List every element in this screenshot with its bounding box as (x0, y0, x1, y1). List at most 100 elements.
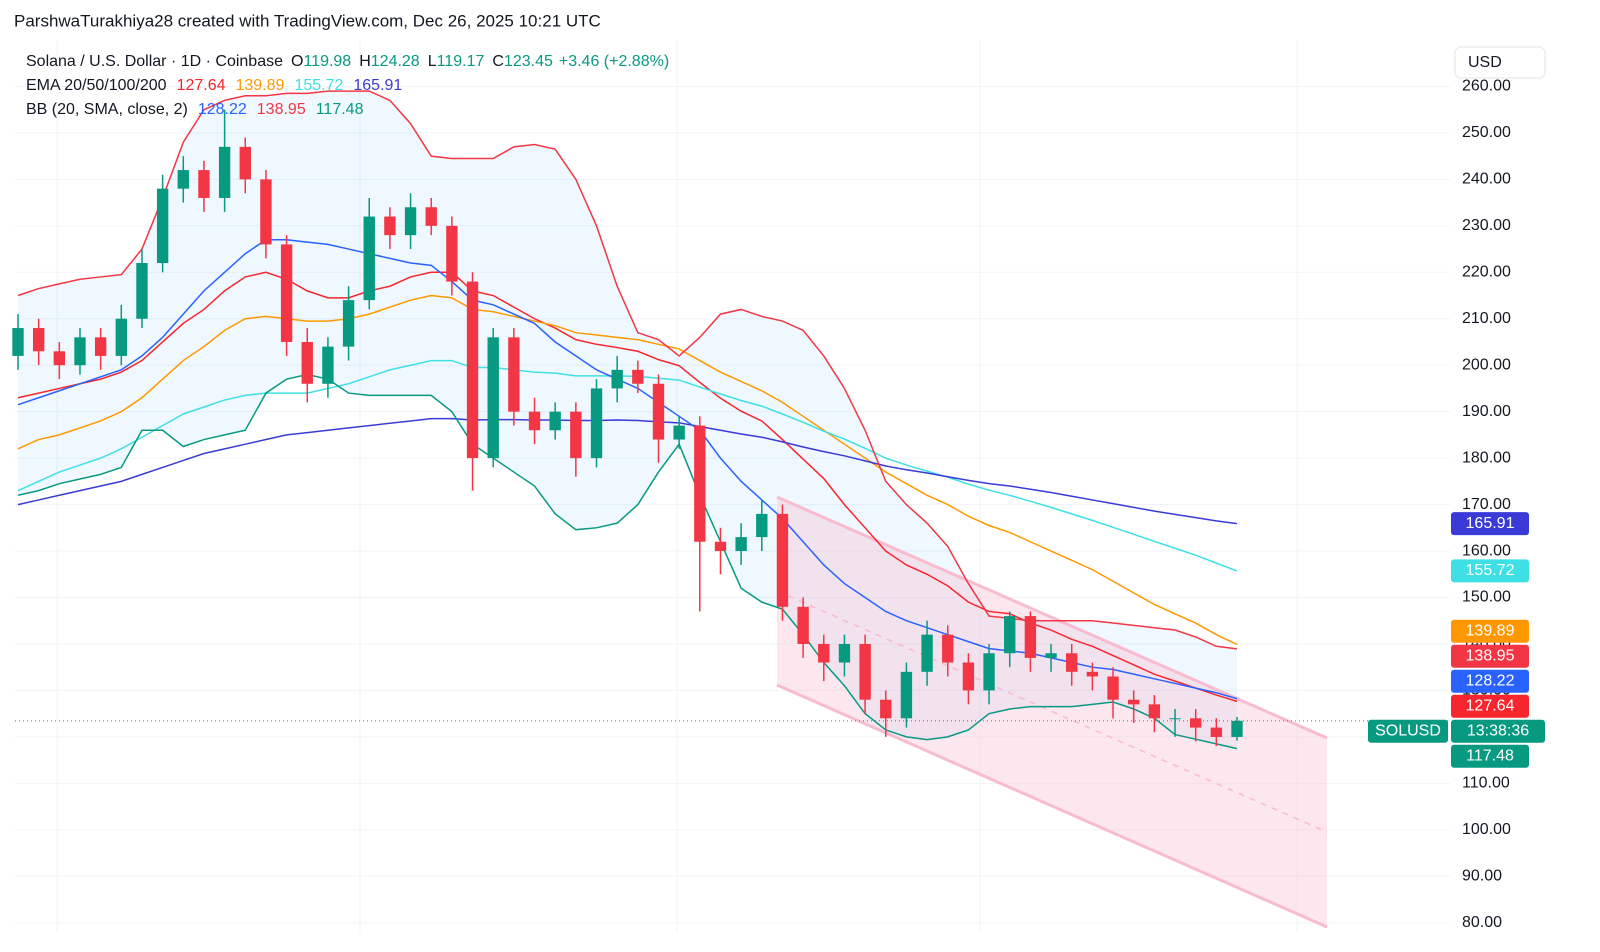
candle-body (322, 346, 334, 384)
candle-body (53, 351, 66, 366)
candle-body (487, 337, 499, 459)
legend-key: C (492, 53, 504, 70)
y-tick-label: 180.00 (1462, 449, 1511, 466)
y-tick-label: 240.00 (1462, 171, 1511, 188)
y-tick-label: 210.00 (1462, 310, 1511, 327)
candle-body (1045, 653, 1057, 658)
candle-body (74, 337, 86, 366)
legend-ohlc: Solana / U.S. Dollar · 1D · Coinbase O119… (26, 53, 669, 70)
y-tick-label: 220.00 (1462, 264, 1511, 281)
symbol-badge (1368, 719, 1448, 743)
candle-body (301, 341, 313, 384)
price-badge (1451, 744, 1529, 768)
candle-body (404, 207, 417, 236)
candle-body (549, 411, 561, 431)
candles (12, 109, 1243, 747)
channel-mid (776, 590, 1328, 833)
candle-body (900, 671, 913, 719)
candle-body (508, 337, 520, 412)
price-badge (1451, 694, 1529, 718)
candle-body (1169, 718, 1181, 720)
candle-body (694, 425, 706, 542)
price-badge-label: 165.91 (1466, 515, 1515, 532)
candle-body (590, 388, 603, 459)
legend-value: 138.95 (257, 101, 306, 118)
candle-body (363, 216, 375, 301)
candle-body (280, 244, 293, 342)
candle-body (94, 337, 107, 356)
legend-value: 119.98 (303, 53, 351, 70)
y-tick-label: 150.00 (1462, 589, 1511, 606)
y-tick-label: 110.00 (1462, 775, 1510, 792)
y-tick-label: 100.00 (1462, 821, 1511, 838)
y-tick-label: 200.00 (1462, 356, 1511, 373)
candle-body (260, 179, 272, 245)
candle-body (652, 383, 665, 440)
indicator-line (17, 294, 1238, 646)
candle-body (1024, 616, 1037, 658)
price-badge-label: 139.89 (1466, 623, 1515, 640)
legend-bb: BB (20, SMA, close, 2) 128.22 138.95 117.48 (26, 101, 364, 118)
candle-body (239, 146, 251, 180)
symbol-label: SOLUSD (1375, 723, 1441, 740)
price-axis: 80.0090.00100.00110.00120.00130.00140.00… (1462, 78, 1511, 931)
candle-body (446, 225, 458, 282)
legend-key: O (291, 53, 303, 70)
candle-body (962, 662, 975, 691)
y-tick-label: 260.00 (1462, 78, 1511, 95)
legend-title: Solana / U.S. Dollar · 1D · Coinbase (26, 53, 283, 70)
candle-body (177, 170, 189, 189)
y-tick-label: 80.00 (1462, 914, 1502, 931)
y-tick-label: 190.00 (1462, 403, 1511, 420)
candle-body (776, 513, 789, 607)
legend-value: 124.28 (371, 53, 420, 70)
legend-key: H (359, 53, 371, 70)
candle-body (756, 513, 768, 538)
price-badge (1451, 559, 1529, 583)
indicator-line (17, 417, 1238, 525)
candle-body (880, 699, 892, 719)
candle-body (1128, 699, 1140, 705)
candle-body (12, 328, 24, 356)
price-badge-label: 138.95 (1466, 648, 1515, 665)
candle-body (1066, 653, 1078, 672)
candle-body (838, 643, 851, 663)
candle-body (921, 634, 933, 672)
candle-body (1004, 616, 1016, 654)
legend-value: 128.22 (198, 101, 247, 118)
candle-body (570, 411, 582, 459)
candle-body (1086, 671, 1099, 677)
legend-value: 117.48 (316, 101, 364, 118)
candle-body (714, 541, 727, 552)
y-tick-label: 170.00 (1462, 496, 1511, 513)
candle-body (942, 634, 954, 663)
price-badge-label: 127.64 (1466, 698, 1515, 715)
price-badge (1451, 719, 1545, 743)
indicator-line (17, 373, 1238, 750)
candle-body (466, 281, 479, 459)
candle-body (735, 537, 747, 552)
legend-indicator: BB (20, SMA, close, 2) (26, 101, 188, 118)
legend-change: +3.46 (+2.88%) (559, 53, 669, 70)
y-tick-label: 90.00 (1462, 867, 1502, 884)
price-badge (1451, 669, 1529, 693)
candle-body (859, 643, 871, 700)
candle-body (115, 318, 127, 356)
legend-value: 127.64 (177, 77, 226, 94)
channel-drawing (776, 495, 1328, 929)
price-badge-label: 155.72 (1466, 562, 1515, 579)
indicator-line (17, 359, 1238, 572)
legend-key: L (428, 53, 437, 70)
currency-button[interactable] (1454, 46, 1546, 79)
legend-ema: EMA 20/50/100/200 127.64 139.89 155.72 165.9… (26, 77, 402, 94)
price-badge (1451, 512, 1529, 536)
price-badge-label: 117.48 (1466, 748, 1514, 765)
legend-value: 165.91 (353, 77, 402, 94)
candle-body (528, 411, 541, 431)
channel-lower (776, 683, 1328, 929)
y-tick-label: 250.00 (1462, 124, 1511, 141)
legend-value: 123.45 (504, 53, 553, 70)
price-badge (1451, 619, 1529, 643)
